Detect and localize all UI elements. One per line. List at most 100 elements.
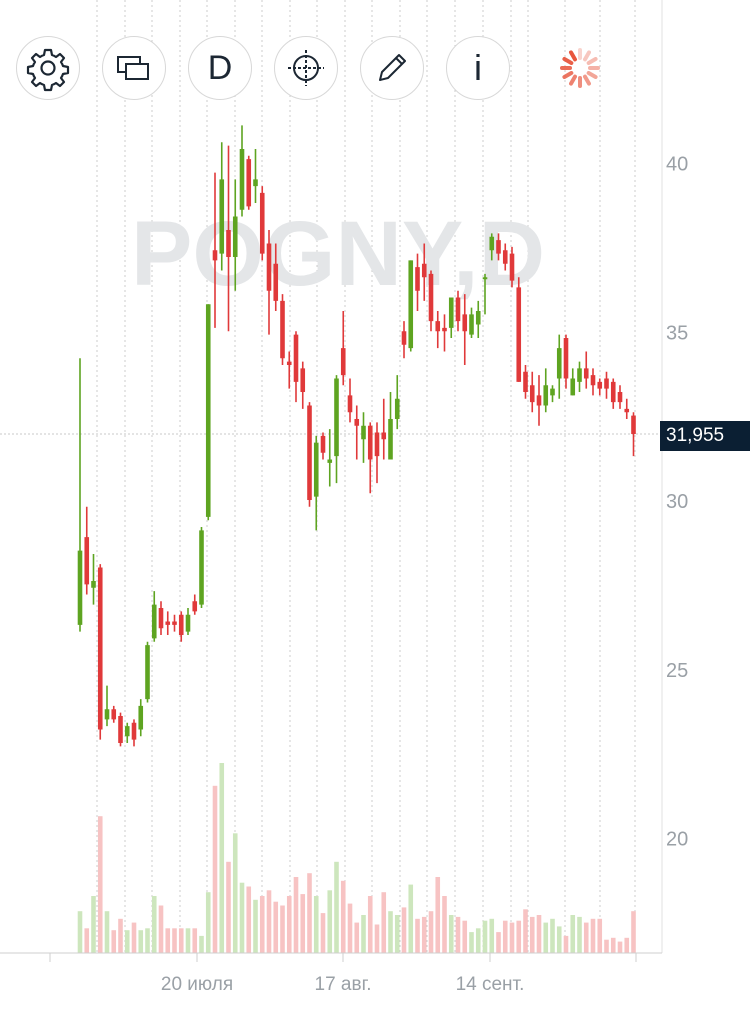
- candle: [313, 435, 319, 531]
- compare-windows-icon: [117, 56, 149, 80]
- candle: [300, 361, 306, 409]
- candle-body: [124, 726, 130, 737]
- candle-body: [543, 385, 549, 406]
- candle: [556, 334, 562, 399]
- candle-body: [469, 314, 474, 335]
- candle-body: [529, 385, 535, 403]
- candle-body: [482, 277, 488, 280]
- volume-bar: [428, 911, 434, 953]
- candle: [604, 371, 609, 399]
- candle: [361, 412, 366, 463]
- candle-body: [185, 614, 191, 632]
- candle-body: [367, 425, 373, 460]
- volume-bar: [543, 922, 549, 953]
- candle-body: [570, 378, 576, 396]
- candle-body: [631, 415, 636, 435]
- draw-button[interactable]: [360, 36, 424, 100]
- candle: [158, 601, 164, 635]
- candle-body: [239, 149, 245, 210]
- candle-body: [300, 368, 306, 392]
- info-button[interactable]: i: [446, 36, 510, 100]
- volume-bar: [421, 916, 427, 953]
- candle: [280, 294, 285, 365]
- candle-body: [502, 250, 508, 264]
- volume-bar: [388, 911, 393, 953]
- candle-body: [97, 567, 103, 730]
- candle-body: [84, 537, 90, 585]
- candle-body: [219, 179, 225, 254]
- candle-body: [577, 368, 582, 382]
- volume-bar: [631, 911, 636, 953]
- candle: [145, 641, 150, 703]
- candle: [334, 375, 339, 484]
- settings-button[interactable]: [16, 36, 80, 100]
- candle: [394, 375, 400, 430]
- y-axis: 20 25 30 35 40: [666, 154, 688, 851]
- compare-button[interactable]: [102, 36, 166, 100]
- volume-bar: [401, 907, 407, 953]
- candle: [347, 378, 353, 423]
- candle-body: [523, 371, 528, 392]
- candle-body: [563, 338, 569, 379]
- candle-body: [212, 250, 218, 261]
- candle-body: [280, 300, 285, 359]
- candle-body: [455, 297, 461, 322]
- volume-bar: [280, 905, 285, 953]
- volume-bar: [246, 886, 252, 953]
- candle: [118, 712, 123, 747]
- candle-body: [556, 348, 562, 379]
- candle-body: [259, 192, 265, 254]
- candle-body: [590, 375, 596, 386]
- gear-icon: [26, 48, 70, 92]
- candle-body: [604, 378, 609, 389]
- candle: [597, 378, 603, 396]
- candle: [570, 368, 576, 396]
- candle: [448, 297, 454, 338]
- candle: [374, 422, 380, 484]
- volume-bar: [205, 892, 211, 953]
- volume-bar: [259, 896, 265, 953]
- spinner-segment: [586, 71, 598, 79]
- period-label: D: [207, 48, 233, 87]
- candle-body: [158, 608, 164, 629]
- volume-bar: [563, 935, 569, 953]
- volume-bar: [550, 918, 555, 953]
- candle: [462, 294, 468, 365]
- volume-bar: [482, 920, 488, 953]
- candlestick-series: [77, 125, 636, 747]
- volume-bar: [253, 899, 258, 953]
- candle-body: [394, 398, 400, 419]
- volume-bar: [219, 763, 225, 953]
- volume-bar: [475, 928, 481, 953]
- candle-body: [536, 395, 542, 406]
- candle-body: [435, 321, 441, 332]
- candle: [523, 365, 528, 399]
- crosshair-button[interactable]: [274, 36, 338, 100]
- candle: [259, 186, 265, 261]
- crosshair-icon: [288, 50, 324, 86]
- candle-body: [286, 361, 292, 365]
- volume-bar: [489, 918, 495, 953]
- candle: [327, 429, 333, 487]
- volume-bar: [394, 915, 400, 953]
- candle-body: [489, 236, 495, 251]
- volume-bar: [178, 928, 184, 953]
- candle: [253, 149, 258, 203]
- candle: [354, 405, 360, 460]
- candle: [577, 361, 582, 392]
- volume-bar: [354, 922, 360, 953]
- period-button[interactable]: D: [188, 36, 252, 100]
- volume-bar: [91, 896, 96, 953]
- spinner-segment: [583, 74, 591, 86]
- candle: [77, 358, 83, 632]
- volume-bar: [320, 913, 326, 953]
- spinner-segment: [586, 57, 598, 65]
- candle-body: [199, 530, 204, 605]
- candle-body: [172, 621, 177, 625]
- volume-bar: [192, 928, 198, 953]
- candle: [617, 385, 623, 409]
- candle-body: [104, 709, 110, 720]
- candle-body: [597, 381, 603, 389]
- symbol-watermark: POGNY,D: [131, 203, 545, 305]
